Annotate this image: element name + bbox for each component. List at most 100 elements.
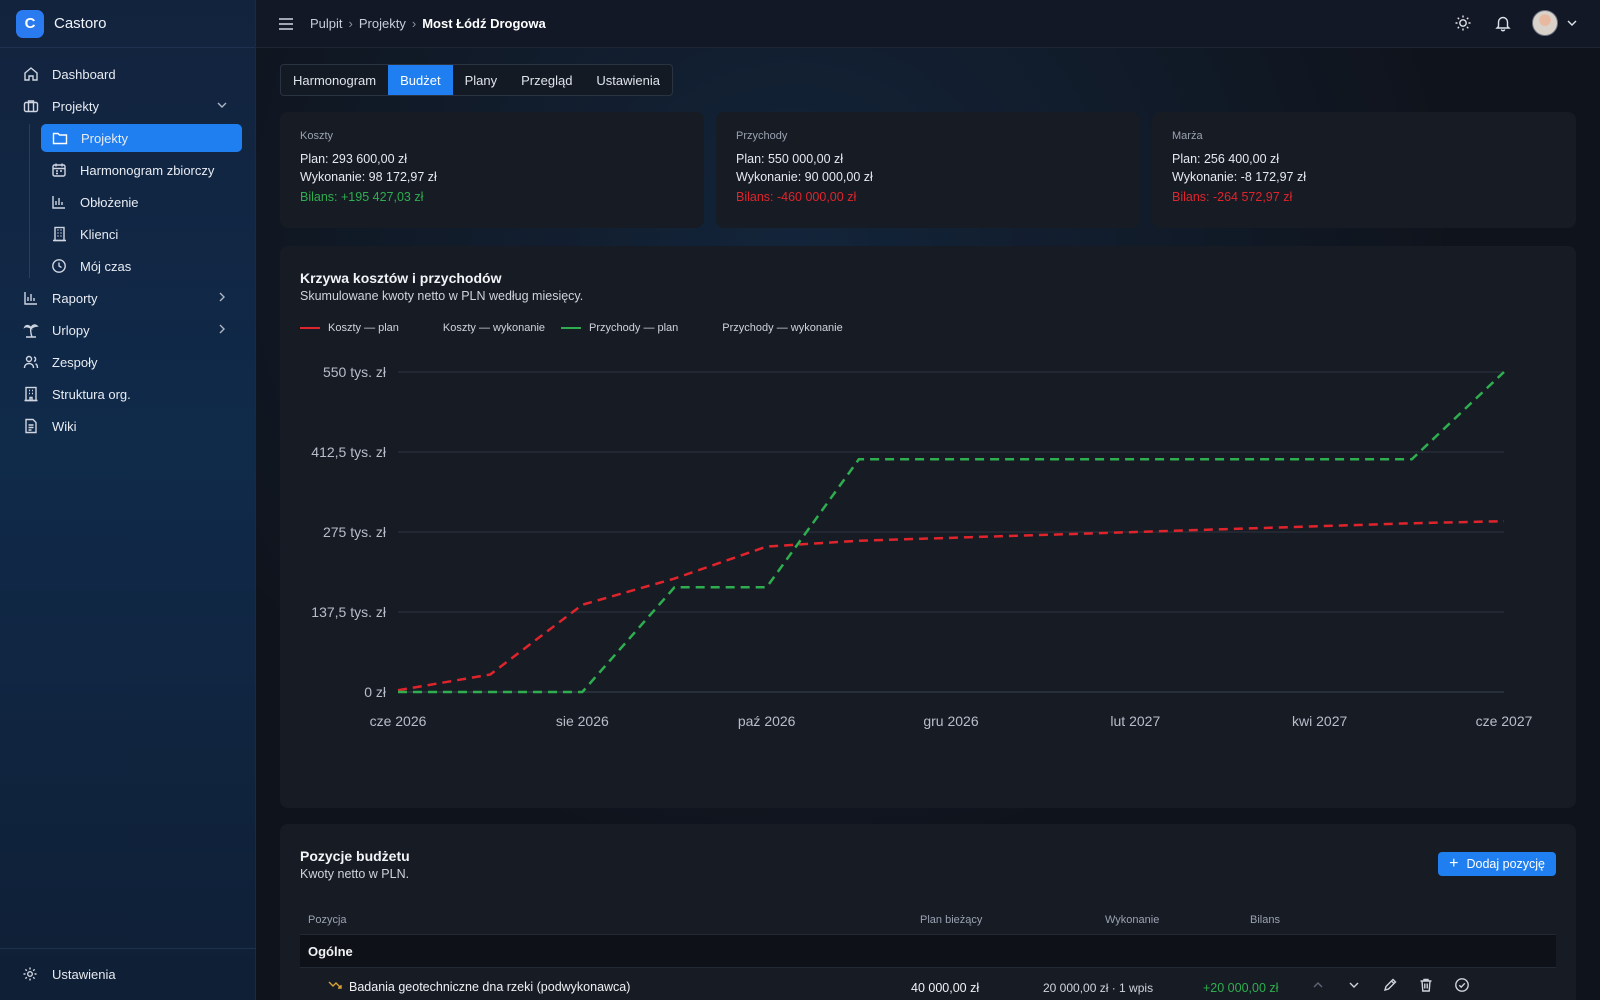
gear-icon — [22, 966, 40, 984]
breadcrumb: Pulpit › Projekty › Most Łódź Drogowa — [310, 16, 546, 31]
chevron-down-icon[interactable] — [1346, 977, 1364, 995]
column-header-wykonanie[interactable]: Wykonanie — [1105, 914, 1160, 926]
sidebar-item-wiki[interactable]: Wiki — [0, 410, 255, 442]
breadcrumb-separator: › — [411, 16, 417, 31]
y-tick-label: 0 zł — [364, 684, 387, 700]
tab-ustawienia[interactable]: Ustawienia — [596, 72, 661, 88]
users-icon — [22, 353, 40, 371]
column-header-bilans[interactable]: Bilans — [1250, 914, 1280, 926]
summary-cards: Koszty Plan: 293 600,00 zł Wykonanie: 98… — [280, 112, 1576, 228]
legend-label: Przychody — wykonanie — [722, 322, 843, 334]
card-plan: Plan: 256 400,00 zł — [1172, 152, 1280, 166]
edit-icon[interactable] — [1382, 977, 1400, 995]
row-balance: +20 000,00 zł — [1203, 981, 1279, 995]
sidebar-item-label: Harmonogram zbiorczy — [80, 162, 215, 178]
summary-card-revenue: Przychody Plan: 550 000,00 zł Wykonanie:… — [716, 112, 1140, 228]
building-icon — [50, 225, 68, 243]
sidebar-item-oblozenie[interactable]: Obłożenie — [0, 186, 255, 218]
sidebar-item-struktura-org[interactable]: Struktura org. — [0, 378, 255, 410]
sidebar-item-klienci[interactable]: Klienci — [0, 218, 255, 250]
chevron-down-icon[interactable] — [1564, 10, 1580, 36]
sun-icon[interactable] — [1450, 10, 1476, 36]
add-button-label: Dodaj pozycję — [1466, 857, 1545, 871]
sidebar-item-label: Obłożenie — [80, 194, 139, 210]
legend-swatch — [561, 327, 582, 329]
menu-icon[interactable] — [276, 14, 296, 34]
table-row[interactable]: Badania geotechniczne dna rzeki (podwyko… — [300, 969, 1556, 1000]
tab-budzet[interactable]: Budżet — [388, 65, 453, 95]
org-structure-icon — [22, 385, 40, 403]
topbar-actions — [1436, 10, 1580, 36]
x-tick-label: kwi 2027 — [1292, 713, 1347, 729]
card-label: Marża — [1172, 130, 1203, 142]
avatar[interactable] — [1532, 10, 1558, 36]
series-line — [397, 519, 1505, 692]
legend-label: Koszty — plan — [328, 322, 399, 334]
sidebar-item-label: Urlopy — [52, 322, 90, 338]
sidebar-item-projekty-list[interactable]: Projekty — [41, 124, 242, 152]
document-icon — [22, 417, 40, 435]
add-budget-item-button[interactable]: + Dodaj pozycję — [1438, 852, 1556, 876]
palm-tree-icon — [22, 321, 40, 339]
home-icon — [22, 65, 40, 83]
breadcrumb-current: Most Łódź Drogowa — [422, 16, 546, 31]
bell-icon[interactable] — [1490, 10, 1516, 36]
sidebar-item-label: Projekty — [81, 130, 128, 146]
sidebar-item-raporty[interactable]: Raporty — [0, 282, 255, 314]
app-name: Castoro — [54, 15, 107, 32]
sidebar-item-zespoly[interactable]: Zespoły — [0, 346, 255, 378]
y-tick-label: 137,5 tys. zł — [311, 604, 387, 620]
chart-title: Krzywa kosztów i przychodów — [300, 270, 502, 286]
sidebar-item-label: Dashboard — [52, 66, 116, 82]
legend-item-costs-plan[interactable]: Koszty — plan — [300, 322, 399, 334]
sidebar-item-label: Struktura org. — [52, 386, 131, 402]
breadcrumb-item-pulpit[interactable]: Pulpit — [310, 16, 343, 31]
sidebar-item-harmonogram-zbiorczy[interactable]: Harmonogram zbiorczy — [0, 154, 255, 186]
plus-icon: + — [1449, 855, 1459, 872]
column-header-pozycja[interactable]: Pozycja — [308, 914, 347, 926]
legend-item-costs-actual[interactable]: Koszty — wykonanie — [415, 322, 545, 334]
sidebar-item-dashboard[interactable]: Dashboard — [0, 58, 255, 90]
chevron-up-icon[interactable] — [1310, 977, 1328, 995]
legend-swatch — [694, 327, 714, 329]
sidebar-item-projekty[interactable]: Projekty — [0, 90, 255, 122]
cost-revenue-chart-card: 0 zł 137,5 tys. zł 275 tys. zł 412,5 tys. z… — [280, 246, 1576, 808]
tab-harmonogram[interactable]: Harmonogram — [293, 72, 377, 88]
sidebar-item-label: Klienci — [80, 226, 119, 242]
table-group-row[interactable]: Ogólne — [300, 934, 1556, 968]
folder-icon — [51, 129, 69, 147]
column-header-plan[interactable]: Plan bieżący — [920, 914, 983, 926]
card-plan: Plan: 550 000,00 zł — [736, 152, 844, 166]
x-tick-label: paź 2026 — [738, 713, 796, 729]
legend-label: Przychody — plan — [589, 322, 679, 334]
sidebar-item-label: Ustawienia — [52, 967, 116, 982]
card-label: Koszty — [300, 130, 334, 142]
check-circle-icon[interactable] — [1454, 977, 1472, 995]
legend-item-revenue-plan[interactable]: Przychody — plan — [561, 322, 678, 334]
bar-chart-icon — [22, 289, 40, 307]
summary-card-margin: Marża Plan: 256 400,00 zł Wykonanie: -8 … — [1152, 112, 1576, 228]
brand[interactable]: C Castoro — [0, 0, 255, 48]
table-header: Pozycja Plan bieżący Wykonanie Bilans — [300, 906, 1556, 934]
tab-bar: Harmonogram Budżet Plany Przegląd Ustawi… — [280, 64, 674, 96]
trash-icon[interactable] — [1418, 977, 1436, 995]
row-actual[interactable]: 20 000,00 zł · 1 wpis — [1043, 981, 1154, 995]
legend-swatch — [415, 327, 435, 329]
legend-item-revenue-actual[interactable]: Przychody — wykonanie — [694, 322, 842, 334]
sidebar-item-moj-czas[interactable]: Mój czas — [0, 250, 255, 282]
chevron-right-icon — [219, 292, 225, 302]
x-tick-label: cze 2026 — [370, 713, 427, 729]
sidebar: C Castoro Dashboard Projekty Projekty Ha… — [0, 0, 256, 1000]
card-actual: Wykonanie: 90 000,00 zł — [736, 170, 873, 184]
sidebar-item-urlopy[interactable]: Urlopy — [0, 314, 255, 346]
sidebar-item-label: Wiki — [52, 418, 77, 434]
breadcrumb-separator: › — [348, 16, 353, 31]
sidebar-item-label: Zespoły — [52, 354, 98, 370]
tab-przeglad[interactable]: Przegląd — [521, 72, 573, 88]
tab-plany[interactable]: Plany — [464, 72, 498, 88]
summary-card-costs: Koszty Plan: 293 600,00 zł Wykonanie: 98… — [280, 112, 704, 228]
briefcase-icon — [22, 97, 40, 115]
sidebar-item-ustawienia[interactable]: Ustawienia — [0, 948, 256, 1000]
budget-title: Pozycje budżetu — [300, 848, 410, 864]
breadcrumb-item-projekty[interactable]: Projekty — [358, 16, 406, 31]
